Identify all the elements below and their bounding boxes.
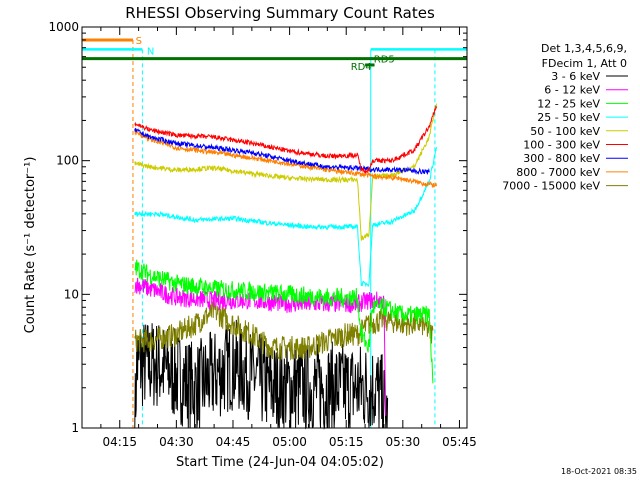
series-line-4 [134, 103, 437, 241]
x-tick-label: 05:30 [386, 435, 421, 449]
series-line-2 [134, 259, 434, 384]
x-axis-label: Start Time (24-Jun-04 04:05:02) [176, 455, 384, 470]
x-tick-label: 04:15 [102, 435, 137, 449]
flag-label-s: S [136, 36, 142, 47]
y-tick-label: 1 [71, 421, 79, 435]
series-line-6 [134, 127, 430, 175]
legend-entry-label: 50 - 100 keV [530, 125, 600, 138]
legend-entry-label: 7000 - 15000 keV [502, 180, 600, 193]
flag-label-rd5: RD5 [374, 55, 395, 66]
timestamp: 18-Oct-2021 08:35 [561, 467, 637, 476]
y-tick-label: 10 [64, 287, 79, 301]
x-tick-label: 04:45 [216, 435, 251, 449]
x-tick-label: 04:30 [159, 435, 194, 449]
chart-title: RHESSI Observing Summary Count Rates [125, 4, 435, 22]
plot-frame [81, 26, 468, 429]
legend-entry-label: 25 - 50 keV [537, 111, 600, 124]
legend-entry-label: 300 - 800 keV [523, 152, 600, 165]
y-tick-label: 1000 [48, 20, 79, 34]
series-line-3 [134, 147, 437, 288]
series-line-5 [134, 105, 437, 175]
x-tick-label: 05:00 [272, 435, 307, 449]
x-tick-label: 05:45 [442, 435, 477, 449]
y-axis-label: Count Rate (s⁻¹ detector⁻¹) [23, 157, 38, 334]
series-line-7 [134, 129, 437, 188]
flag-label-rd4: RD4 [351, 62, 372, 73]
legend-header-line: FDecim 1, Att 0 [542, 57, 627, 70]
legend-entry-label: 12 - 25 keV [537, 97, 600, 110]
legend-entry-label: 6 - 12 keV [544, 84, 600, 97]
legend-header-line: Det 1,3,4,5,6,9, [541, 42, 627, 55]
legend-entry-label: 3 - 6 keV [551, 70, 600, 83]
series-line-8 [134, 298, 434, 361]
legend: Det 1,3,4,5,6,9, FDecim 1, Att 03 - 6 keV… [502, 42, 628, 193]
x-tick-label: 05:15 [329, 435, 364, 449]
flag-label-n: N [147, 46, 154, 57]
ticks-layer: 04:15 04:30 04:45 05:00 05:15 05:30 05:45 1 10 10… [48, 20, 476, 449]
legend-entry-label: 800 - 7000 keV [516, 166, 600, 179]
legend-entry-label: 100 - 300 keV [523, 139, 600, 152]
y-tick-label: 100 [56, 154, 79, 168]
frame-layer [81, 26, 468, 429]
series-layer [134, 103, 437, 430]
